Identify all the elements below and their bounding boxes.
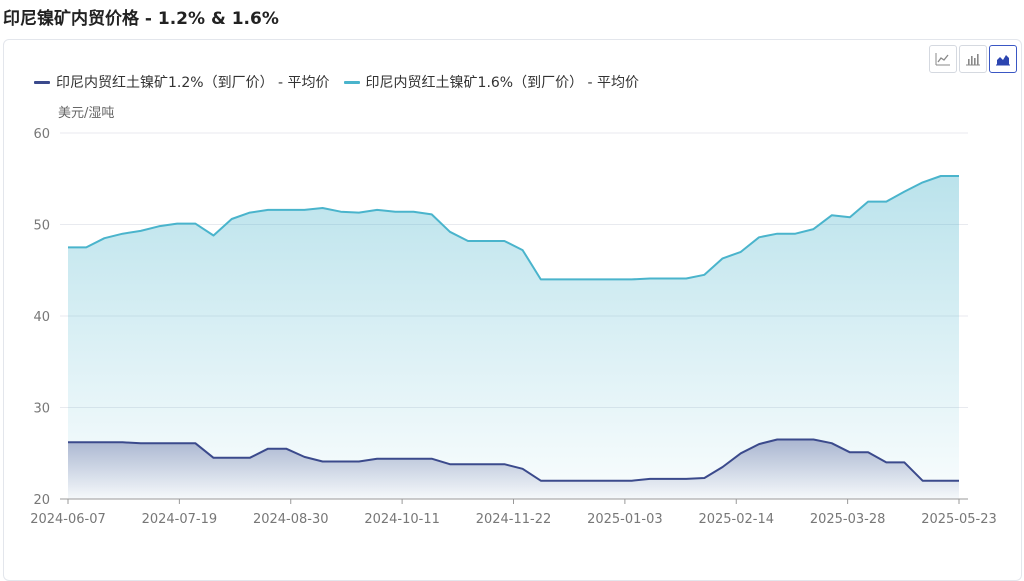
x-tick-label: 2025-03-28 bbox=[810, 512, 886, 527]
x-tick-label: 2024-10-11 bbox=[364, 512, 440, 527]
bar-chart-icon bbox=[966, 54, 980, 66]
y-tick-label: 50 bbox=[33, 219, 50, 234]
area-chart: 20 30 40 50 60 2024-06-07 2024-07-19 2024-08-30… bbox=[30, 127, 997, 527]
bar-chart-button[interactable] bbox=[959, 45, 987, 73]
line-chart-button[interactable] bbox=[929, 45, 957, 73]
y-tick-label: 60 bbox=[33, 127, 50, 142]
axes: 20 30 40 50 60 2024-06-07 2024-07-19 2024-08-30… bbox=[30, 127, 997, 527]
y-axis-unit-label: 美元/湿吨 bbox=[58, 106, 115, 121]
chart-legend: 印尼内贸红土镍矿1.2%（到厂价） - 平均价 印尼内贸红土镍矿1.6%（到厂价… bbox=[34, 72, 653, 92]
series-line-0[interactable] bbox=[68, 438, 959, 482]
x-tick-label: 2024-11-22 bbox=[476, 512, 552, 527]
x-tick-label: 2025-05-23 bbox=[921, 512, 997, 527]
area-chart-button[interactable] bbox=[989, 45, 1017, 73]
series-areas bbox=[68, 175, 959, 499]
legend-item-1-6pct[interactable]: 印尼内贸红土镍矿1.6%（到厂价） - 平均价 bbox=[343, 72, 640, 92]
y-tick-label: 40 bbox=[33, 310, 50, 325]
page-title: 印尼镍矿内贸价格 - 1.2% & 1.6% bbox=[3, 9, 279, 29]
area-chart-icon bbox=[996, 55, 1010, 66]
legend-item-1-2pct[interactable]: 印尼内贸红土镍矿1.2%（到厂价） - 平均价 bbox=[34, 72, 330, 92]
series-area-1 bbox=[68, 176, 959, 499]
legend-label-1-6pct: 印尼内贸红土镍矿1.6%（到厂价） - 平均价 bbox=[365, 75, 640, 91]
legend-label-1-2pct: 印尼内贸红土镍矿1.2%（到厂价） - 平均价 bbox=[56, 75, 330, 91]
legend-swatch-1-6pct bbox=[343, 80, 360, 84]
line-chart-icon bbox=[935, 53, 950, 66]
y-tick-label: 30 bbox=[33, 402, 50, 417]
x-tick-label: 2025-02-14 bbox=[698, 512, 774, 527]
series-area-0 bbox=[68, 439, 959, 499]
series-line-1[interactable] bbox=[68, 175, 959, 281]
chart-type-toolbar bbox=[927, 45, 1017, 73]
y-tick-label: 20 bbox=[33, 493, 50, 508]
legend-swatch-1-2pct bbox=[34, 80, 50, 84]
x-tick-label: 2025-01-03 bbox=[587, 512, 663, 527]
x-tick-label: 2024-06-07 bbox=[30, 512, 106, 527]
x-tick-label: 2024-07-19 bbox=[142, 512, 218, 527]
x-tick-label: 2024-08-30 bbox=[253, 512, 329, 527]
